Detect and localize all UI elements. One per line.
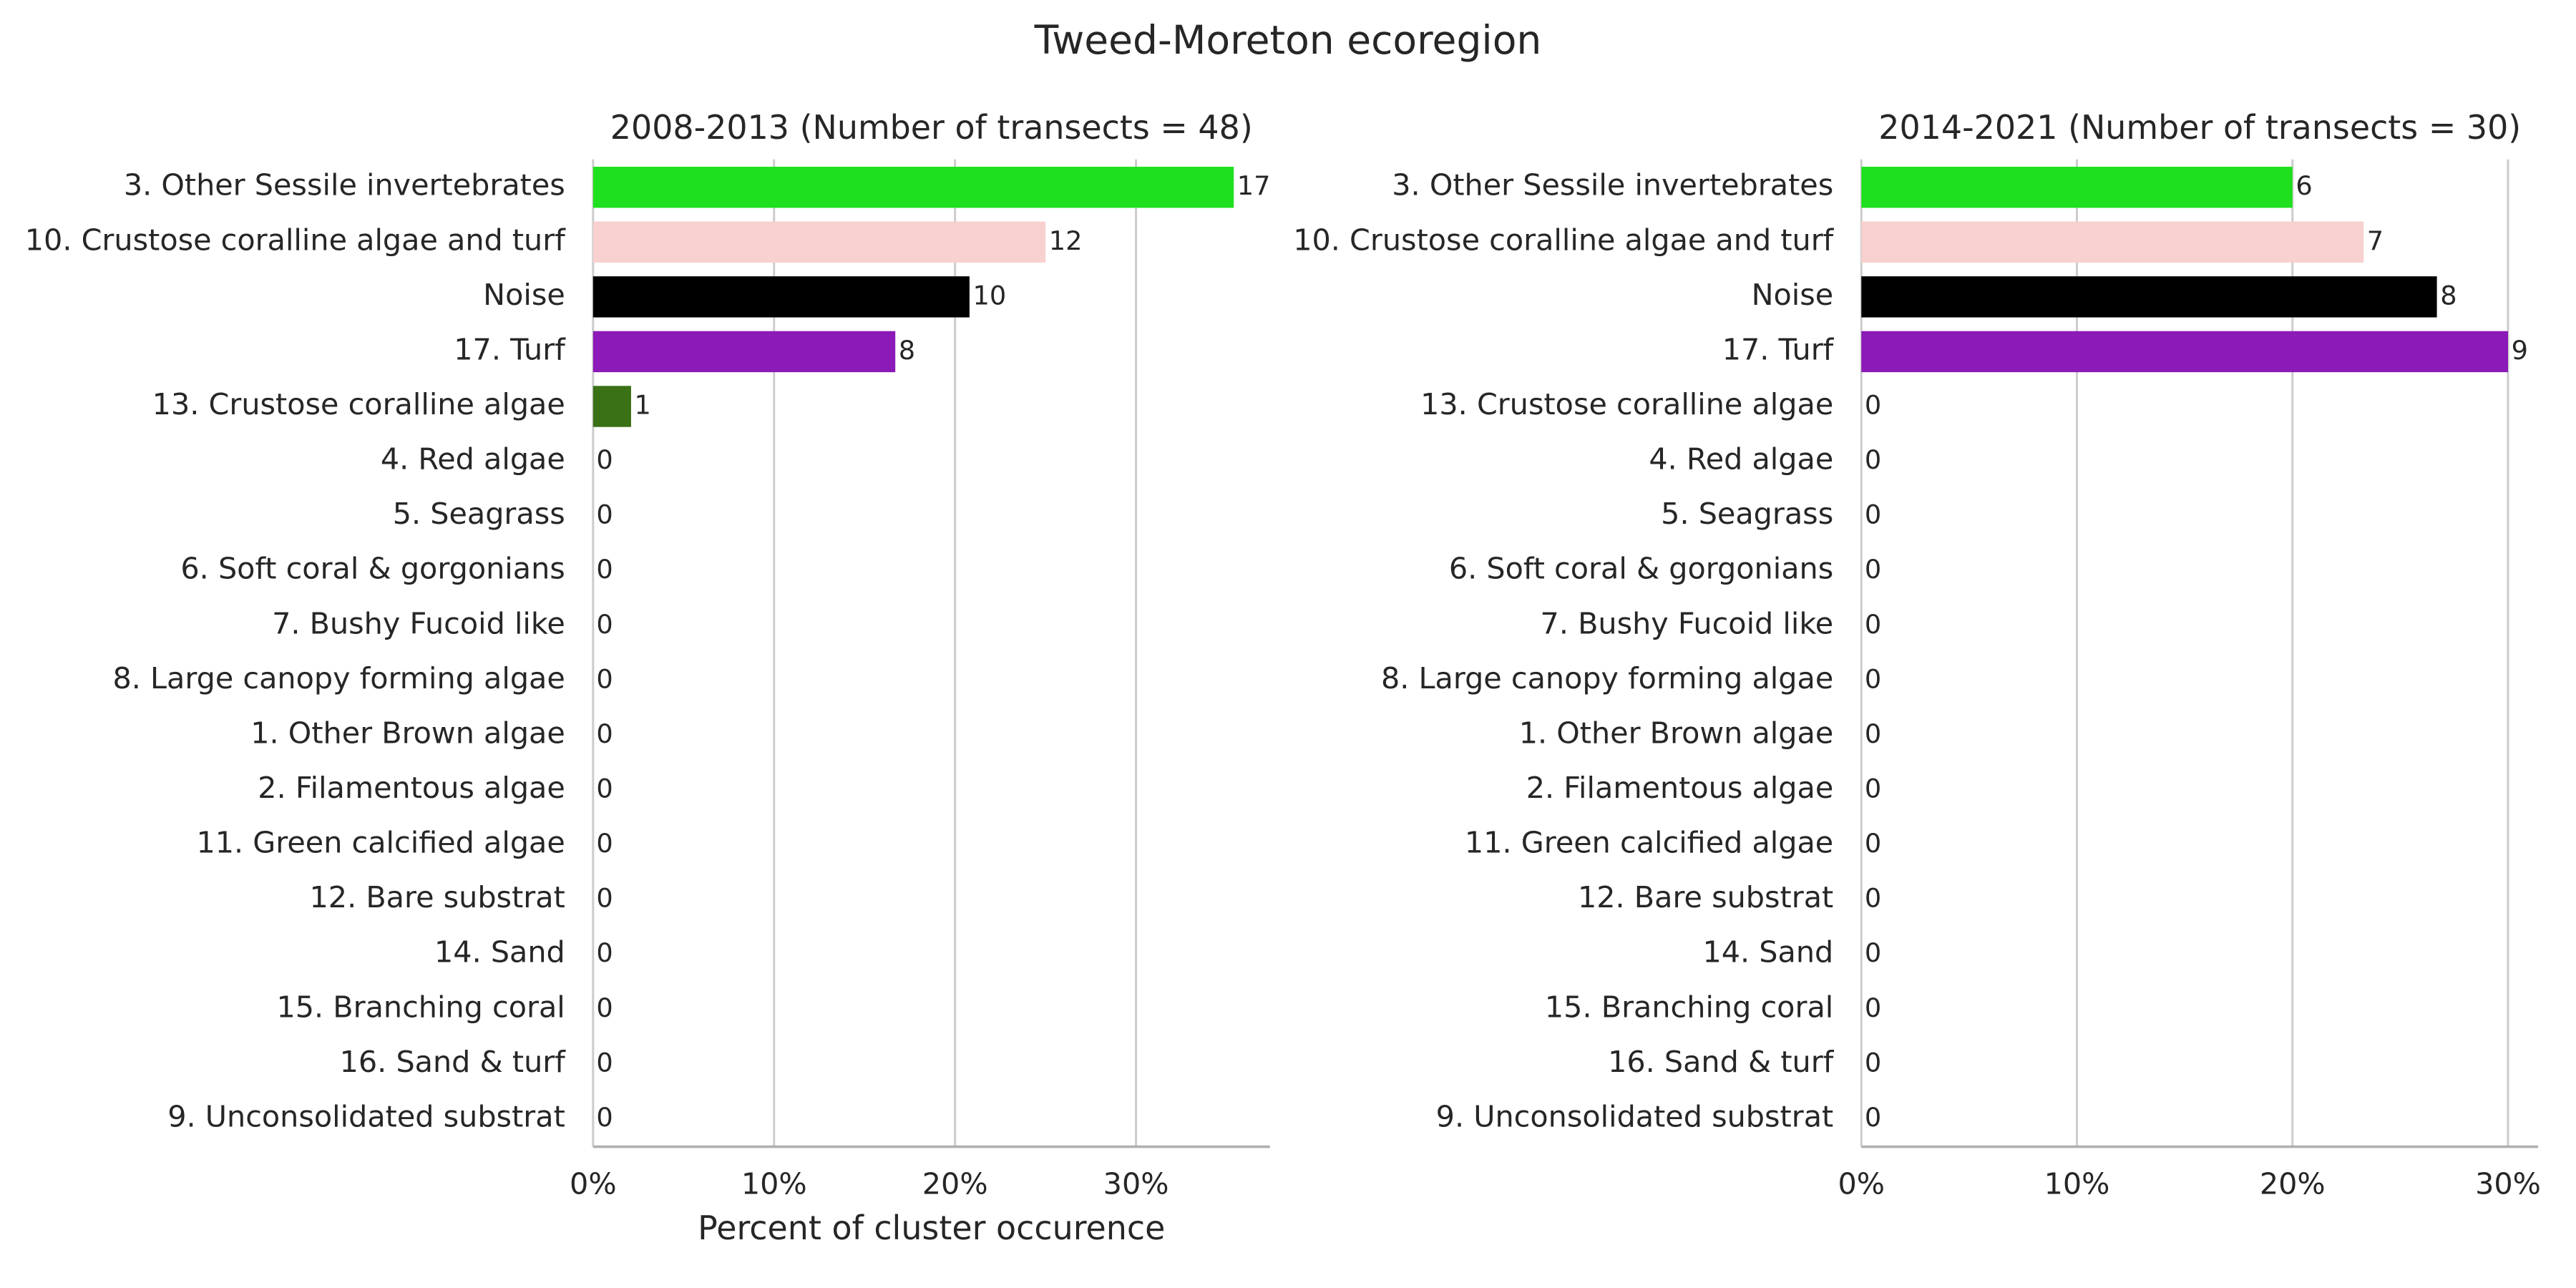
y-tick-label: 13. Crustose coralline algae — [1420, 387, 1833, 421]
bar — [592, 276, 970, 318]
data-label: 0 — [1865, 663, 1881, 694]
data-label: 1 — [635, 390, 651, 421]
y-tick-label: 14. Sand — [434, 935, 565, 970]
data-label: 0 — [1865, 937, 1881, 968]
y-tick-label: 15. Branching coral — [276, 990, 565, 1024]
data-label: 0 — [1865, 609, 1881, 640]
y-tick-label: 4. Red algae — [381, 442, 565, 477]
data-label: 6 — [2296, 170, 2312, 201]
data-label: 0 — [596, 663, 613, 694]
y-tick-label: 16. Sand & turf — [1608, 1045, 1835, 1079]
bar — [1861, 221, 2364, 263]
x-tick-label: 10% — [2044, 1167, 2110, 1201]
data-label: 0 — [1865, 554, 1881, 585]
data-label: 0 — [1865, 444, 1881, 475]
data-label: 0 — [1865, 718, 1881, 749]
data-label: 0 — [596, 937, 613, 968]
x-tick-label: 30% — [2475, 1167, 2541, 1201]
data-label: 0 — [596, 1102, 613, 1133]
y-tick-label: 9. Unconsolidated substrat — [1436, 1099, 1834, 1133]
y-tick-label: 17. Turf — [454, 332, 566, 366]
data-label: 0 — [596, 609, 613, 640]
bar — [1861, 276, 2437, 318]
x-tick-label: 20% — [922, 1167, 988, 1201]
x-tick-label: 0% — [1838, 1167, 1885, 1201]
y-tick-label: 12. Bare substrat — [1578, 880, 1833, 914]
data-label: 0 — [1865, 1047, 1881, 1078]
data-label: 0 — [1865, 828, 1881, 859]
y-tick-label: 10. Crustose coralline algae and turf — [1293, 223, 1834, 257]
y-tick-label: Noise — [1752, 278, 1834, 312]
data-label: 10 — [972, 280, 1006, 311]
data-label: 8 — [2440, 280, 2457, 311]
subplot-title: 2014-2021 (Number of transects = 30) — [1878, 108, 2521, 147]
y-tick-label: 11. Green calcified algae — [196, 826, 565, 860]
x-tick-label: 10% — [741, 1167, 807, 1201]
y-tick-label: 6. Soft coral & gorgonians — [1449, 552, 1833, 586]
y-tick-label: 3. Other Sessile invertebrates — [1392, 168, 1833, 203]
data-label: 0 — [1865, 773, 1881, 804]
data-label: 0 — [1865, 1102, 1881, 1133]
y-tick-label: 1. Other Brown algae — [1519, 716, 1834, 750]
x-tick-label: 0% — [570, 1167, 617, 1201]
data-label: 0 — [596, 1047, 613, 1078]
y-tick-label: 2. Filamentous algae — [1526, 771, 1833, 805]
data-label: 0 — [1865, 499, 1881, 530]
bar — [1861, 331, 2509, 373]
y-tick-label: 4. Red algae — [1649, 442, 1833, 477]
data-label: 7 — [2367, 225, 2384, 256]
data-label: 0 — [596, 883, 613, 914]
y-tick-label: 1. Other Brown algae — [250, 716, 565, 750]
data-label: 0 — [596, 773, 613, 804]
bar — [592, 386, 631, 427]
y-tick-label: 3. Other Sessile invertebrates — [124, 168, 565, 203]
data-label: 12 — [1049, 225, 1083, 256]
y-tick-label: 11. Green calcified algae — [1465, 826, 1833, 860]
y-tick-label: 12. Bare substrat — [310, 880, 565, 914]
bar — [592, 167, 1234, 208]
y-tick-label: 8. Large canopy forming algae — [112, 661, 565, 696]
data-label: 9 — [2512, 335, 2528, 366]
subplot-title: 2008-2013 (Number of transects = 48) — [610, 108, 1253, 147]
x-axis-label: Percent of cluster occurence — [698, 1209, 1165, 1247]
y-tick-label: 15. Branching coral — [1545, 990, 1833, 1024]
y-tick-label: 2. Filamentous algae — [258, 771, 565, 805]
data-label: 0 — [1865, 883, 1881, 914]
bar — [1861, 167, 2293, 208]
y-tick-label: 8. Large canopy forming algae — [1381, 661, 1833, 696]
bar — [592, 331, 896, 373]
y-tick-label: 17. Turf — [1722, 332, 1835, 366]
data-label: 8 — [899, 335, 915, 366]
y-tick-label: 13. Crustose coralline algae — [152, 387, 565, 421]
data-label: 0 — [596, 554, 613, 585]
x-tick-label: 30% — [1103, 1167, 1169, 1201]
data-label: 0 — [1865, 992, 1881, 1023]
y-tick-label: Noise — [483, 278, 565, 312]
y-tick-label: 5. Seagrass — [393, 497, 565, 531]
data-label: 0 — [596, 444, 613, 475]
data-label: 0 — [596, 718, 613, 749]
y-tick-label: 7. Bushy Fucoid like — [272, 606, 565, 640]
y-tick-label: 14. Sand — [1702, 935, 1833, 970]
y-tick-label: 10. Crustose coralline algae and turf — [25, 223, 566, 257]
bar — [592, 221, 1046, 263]
y-tick-label: 7. Bushy Fucoid like — [1541, 606, 1834, 640]
data-label: 0 — [596, 992, 613, 1023]
data-label: 0 — [1865, 390, 1881, 421]
y-tick-label: 16. Sand & turf — [340, 1045, 567, 1079]
data-label: 17 — [1237, 170, 1271, 201]
y-tick-label: 6. Soft coral & gorgonians — [180, 552, 565, 586]
y-tick-label: 5. Seagrass — [1661, 497, 1833, 531]
data-label: 0 — [596, 499, 613, 530]
figure-title: Tweed-Moreton ecoregion — [1034, 17, 1542, 63]
y-tick-label: 9. Unconsolidated substrat — [167, 1099, 565, 1133]
x-tick-label: 20% — [2260, 1167, 2326, 1201]
data-label: 0 — [596, 828, 613, 859]
